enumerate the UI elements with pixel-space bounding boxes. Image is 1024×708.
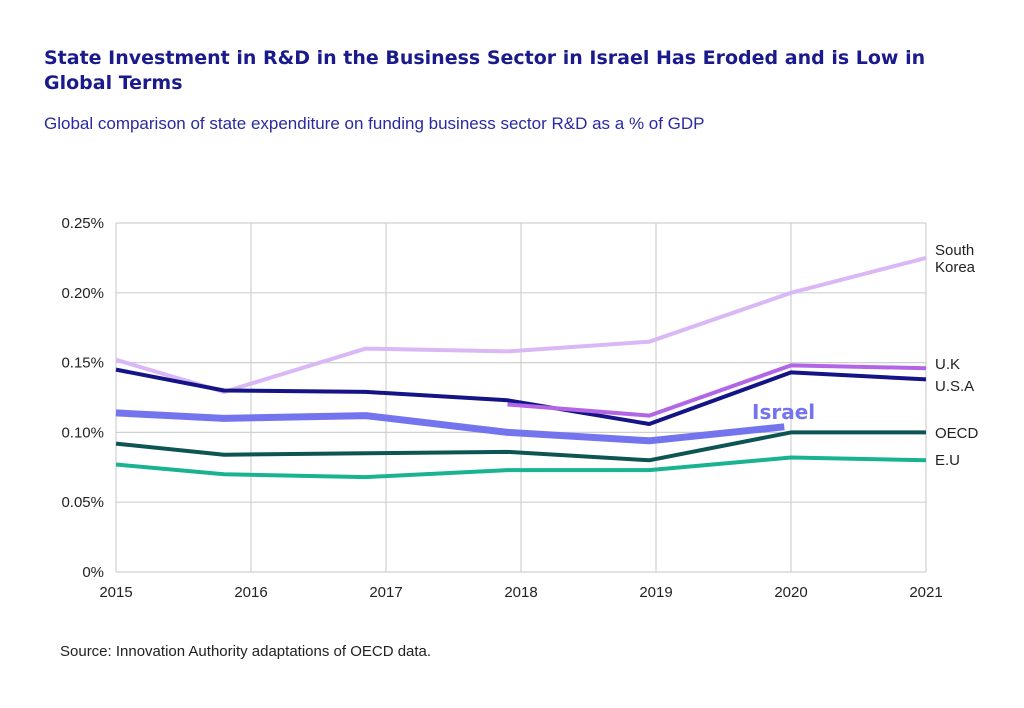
series-label-u-s-a: U.S.A [935,378,974,395]
series-labels: South Korea U.K U.S.A OECD E.U Israel [752,242,979,469]
chart-title: State Investment in R&D in the Business … [44,47,926,94]
x-tick-label: 2019 [639,584,672,601]
series-line-u-s-a [115,367,927,426]
x-tick-label: 2015 [99,584,132,601]
x-tick-label: 2016 [234,584,267,601]
y-tick-label: 0% [82,564,104,581]
x-tick-label: 2021 [909,584,942,601]
y-axis-ticks: 0% 0.05% 0.10% 0.15% 0.20% 0.25% [61,215,104,581]
chart-subtitle: Global comparison of state expenditure o… [44,114,705,133]
x-tick-label: 2020 [774,584,807,601]
y-tick-label: 0.10% [61,424,104,441]
series-label-u-k: U.K [935,356,960,373]
y-tick-label: 0.20% [61,285,104,302]
y-tick-label: 0.25% [61,215,104,232]
series-line-israel [115,409,785,445]
series-label-oecd: OECD [935,425,979,442]
y-tick-label: 0.05% [61,494,104,511]
x-tick-label: 2017 [369,584,402,601]
series-label-israel: Israel [752,400,815,424]
series-lines [115,255,927,480]
grid-lines [115,222,927,573]
series-label-south-korea: South Korea [935,242,976,276]
x-tick-label: 2018 [504,584,537,601]
series-line-oecd [115,430,926,463]
series-line-e-u [115,455,927,480]
y-tick-label: 0.15% [61,355,104,372]
series-line-u-k [507,363,927,418]
series-label-e-u: E.U [935,452,960,469]
source-note: Source: Innovation Authority adaptations… [60,643,432,660]
x-axis-ticks: 2015 2016 2017 2018 2019 2020 2021 [99,584,942,601]
